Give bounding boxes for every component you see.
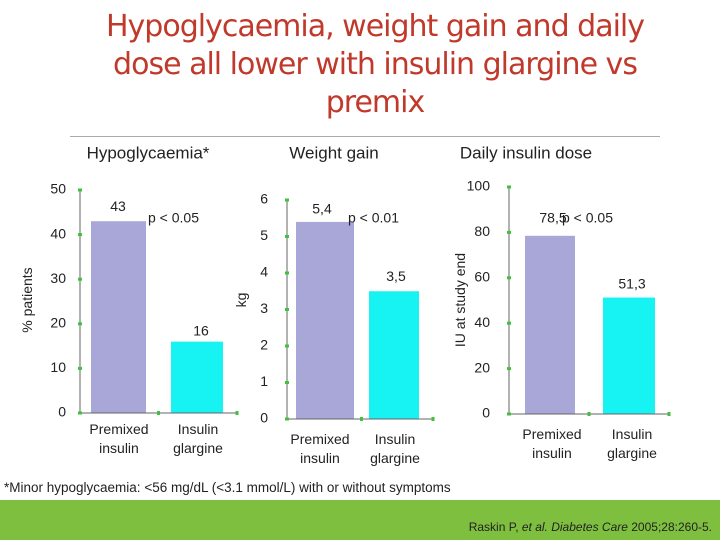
data-label: 3,5 [386, 268, 406, 284]
y-tick-label: 0 [260, 410, 268, 426]
title-divider [70, 136, 660, 137]
y-tick-label: 40 [50, 225, 66, 241]
bottom-band [0, 500, 720, 540]
y-tick-label: 20 [50, 315, 66, 331]
bar-premixed-insulin [296, 221, 354, 419]
y-tick-mark [285, 271, 289, 275]
bar-charts: Hypoglycaemia*% patients010203040504316p… [19, 143, 671, 466]
p-value-annotation: p < 0.05 [148, 210, 199, 226]
y-tick-label: 50 [50, 181, 66, 197]
y-tick-label: 40 [474, 314, 490, 330]
p-value-annotation: p < 0.01 [348, 210, 399, 226]
y-tick-mark [507, 412, 511, 416]
bar-insulin-glargine [369, 291, 419, 419]
y-tick-mark [78, 277, 82, 281]
x-category-label: Insulin glargine [173, 421, 223, 456]
y-tick-mark [285, 381, 289, 384]
y-tick-label: 80 [474, 223, 490, 239]
y-tick-label: 0 [482, 405, 490, 421]
y-tick-label: 4 [260, 264, 268, 280]
x-tick-mark [667, 412, 671, 416]
y-tick-mark [285, 344, 289, 348]
x-category-label: Premixed insulin [290, 431, 349, 466]
bar-insulin-glargine [603, 297, 655, 414]
data-label: 5,4 [312, 201, 332, 217]
data-label: 16 [193, 322, 209, 338]
y-tick-label: 1 [260, 373, 268, 389]
x-tick-mark [157, 411, 160, 415]
y-tick-label: 100 [467, 178, 491, 194]
y-tick-mark [78, 366, 82, 370]
y-tick-mark [285, 235, 289, 238]
y-tick-mark [507, 276, 511, 280]
x-category-label: Insulin glargine [607, 426, 657, 461]
y-tick-mark [78, 233, 82, 237]
data-label: 78,5 [539, 210, 566, 226]
y-axis-label: kg [233, 293, 249, 308]
x-category-label: Insulin glargine [370, 431, 420, 466]
y-tick-label: 20 [474, 359, 490, 375]
y-tick-mark [78, 188, 82, 192]
y-tick-mark [285, 417, 289, 421]
data-label: 51,3 [618, 275, 645, 291]
chart-title: Weight gain [289, 143, 378, 162]
y-tick-label: 60 [474, 269, 490, 285]
y-tick-label: 5 [260, 227, 268, 243]
data-label: 43 [110, 198, 126, 214]
y-tick-label: 2 [260, 337, 268, 353]
y-tick-label: 3 [260, 300, 268, 316]
bar-insulin-glargine [171, 341, 223, 413]
x-tick-mark [360, 417, 363, 421]
x-category-label: Premixed insulin [89, 421, 148, 456]
x-category-label: Premixed insulin [522, 426, 581, 461]
y-tick-mark [507, 230, 511, 234]
y-tick-mark [78, 411, 82, 415]
y-tick-mark [507, 185, 511, 189]
reference-journal: et al. Diabetes Care [521, 520, 628, 534]
reference-authors: Raskin P, [468, 520, 522, 534]
y-tick-mark [507, 321, 511, 325]
y-axis-label: % patients [19, 267, 35, 332]
x-tick-mark [431, 417, 435, 421]
y-tick-mark [285, 308, 289, 311]
slide-title: Hypoglycaemia, weight gain and daily dos… [105, 9, 645, 120]
footnote: *Minor hypoglycaemia: <56 mg/dL (<3.1 mm… [4, 480, 451, 495]
x-tick-mark [235, 411, 239, 415]
y-tick-label: 30 [50, 270, 66, 286]
chart-title: Daily insulin dose [460, 143, 592, 162]
bar-premixed-insulin [91, 221, 146, 413]
y-tick-mark [285, 198, 289, 202]
y-axis-label: IU at study end [452, 253, 468, 347]
reference-details: 2005;28:260-5. [627, 520, 712, 534]
chart-title: Hypoglycaemia* [87, 143, 210, 162]
p-value-annotation: p < 0.05 [562, 210, 613, 226]
y-tick-label: 6 [260, 191, 268, 207]
bar-premixed-insulin [525, 235, 575, 414]
y-tick-mark [507, 367, 511, 371]
x-tick-mark [587, 412, 591, 416]
y-tick-label: 0 [58, 404, 66, 420]
y-tick-mark [78, 322, 82, 326]
y-tick-label: 10 [50, 359, 66, 375]
reference-citation: Raskin P, et al. Diabetes Care 2005;28:2… [469, 520, 712, 534]
